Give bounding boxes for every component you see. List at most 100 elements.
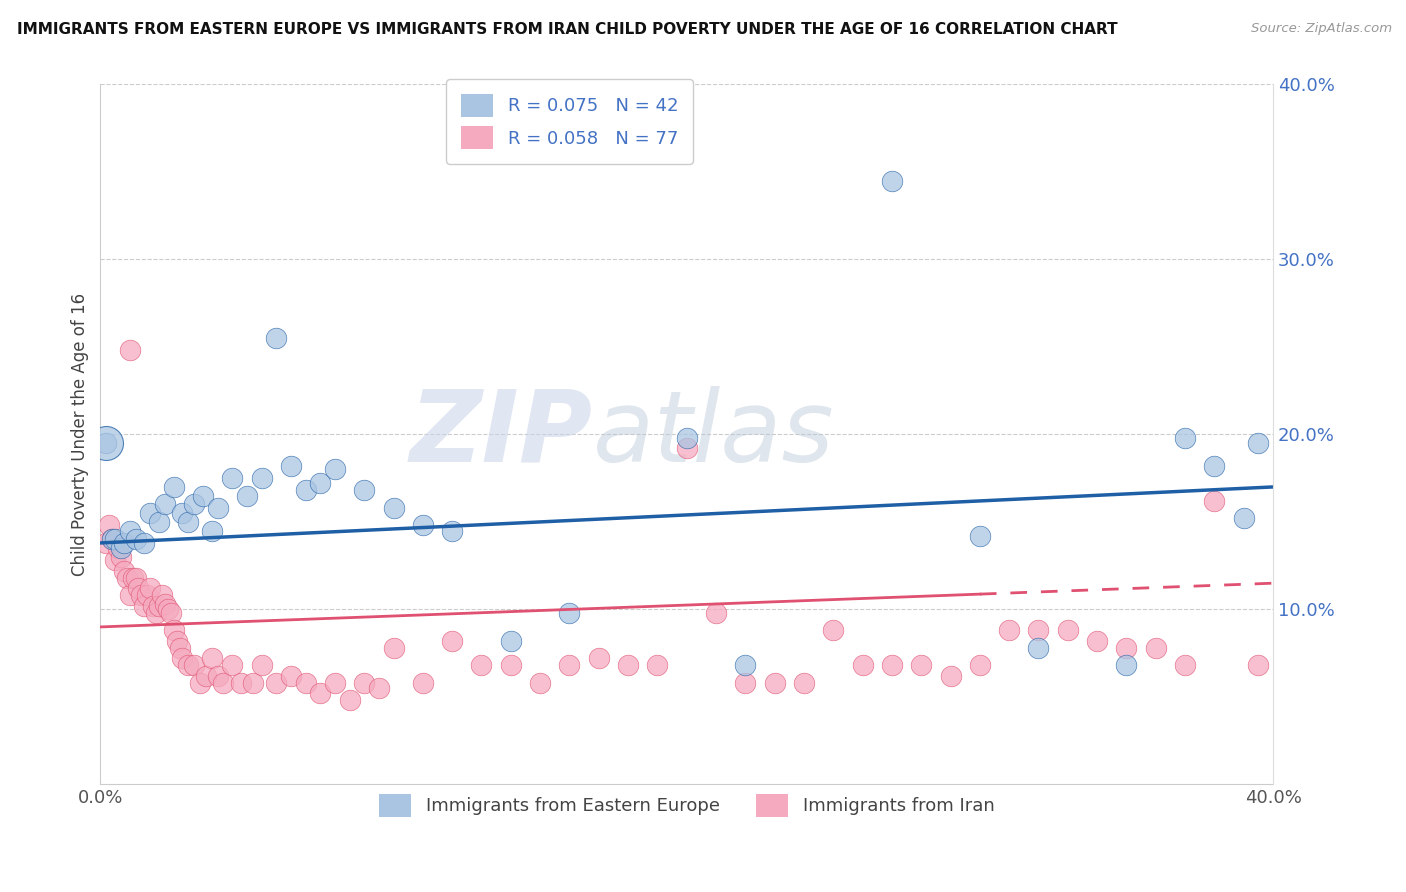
Point [441,524,464,538]
Point [191,489,214,503]
Point [207,669,229,683]
Point [139,582,162,596]
Point [250,471,273,485]
Point [412,676,434,690]
Y-axis label: Child Poverty Under the Age of 16: Child Poverty Under the Age of 16 [72,293,89,576]
Point [177,515,200,529]
Point [159,606,181,620]
Point [852,658,875,673]
Point [172,651,194,665]
Point [880,658,903,673]
Point [1247,436,1270,450]
Point [153,597,176,611]
Point [339,693,361,707]
Point [910,658,932,673]
Point [127,582,149,596]
Point [121,571,143,585]
Point [1174,658,1197,673]
Point [1056,624,1078,638]
Legend: Immigrants from Eastern Europe, Immigrants from Iran: Immigrants from Eastern Europe, Immigran… [371,787,1002,824]
Point [1204,458,1226,473]
Point [1028,640,1050,655]
Point [188,676,211,690]
Point [156,602,179,616]
Point [1085,634,1108,648]
Point [96,436,118,450]
Point [309,476,332,491]
Point [136,589,159,603]
Point [169,640,191,655]
Point [675,442,697,456]
Point [382,500,405,515]
Point [294,483,316,498]
Point [529,676,551,690]
Point [588,651,610,665]
Point [1115,640,1137,655]
Point [367,681,389,696]
Text: ZIP: ZIP [411,386,593,483]
Point [148,599,170,613]
Point [309,686,332,700]
Point [221,471,243,485]
Point [264,676,287,690]
Point [353,483,375,498]
Point [880,174,903,188]
Point [823,624,845,638]
Point [177,658,200,673]
Point [323,676,346,690]
Point [124,533,146,547]
Point [280,669,302,683]
Point [104,533,127,547]
Point [172,506,194,520]
Point [131,589,153,603]
Point [499,634,522,648]
Point [647,658,669,673]
Text: atlas: atlas [593,386,835,483]
Point [98,518,121,533]
Point [675,431,697,445]
Point [1233,511,1256,525]
Point [1028,624,1050,638]
Point [201,524,224,538]
Point [998,624,1021,638]
Text: Source: ZipAtlas.com: Source: ZipAtlas.com [1251,22,1392,36]
Point [194,669,217,683]
Point [112,564,135,578]
Point [617,658,640,673]
Point [101,533,124,547]
Point [734,676,756,690]
Point [201,651,224,665]
Point [142,599,165,613]
Point [734,658,756,673]
Point [323,462,346,476]
Point [221,658,243,673]
Point [148,515,170,529]
Point [229,676,252,690]
Point [101,533,124,547]
Point [280,458,302,473]
Point [236,489,259,503]
Point [1144,640,1167,655]
Point [250,658,273,673]
Text: IMMIGRANTS FROM EASTERN EUROPE VS IMMIGRANTS FROM IRAN CHILD POVERTY UNDER THE A: IMMIGRANTS FROM EASTERN EUROPE VS IMMIGR… [17,22,1118,37]
Point [112,536,135,550]
Point [412,518,434,533]
Point [118,589,141,603]
Point [353,676,375,690]
Point [139,506,162,520]
Point [145,606,167,620]
Point [441,634,464,648]
Point [207,500,229,515]
Point [107,541,129,556]
Point [1174,431,1197,445]
Point [104,553,127,567]
Point [969,529,991,543]
Point [793,676,815,690]
Point [153,498,176,512]
Point [1247,658,1270,673]
Point [294,676,316,690]
Point [704,606,727,620]
Point [150,589,173,603]
Point [163,624,186,638]
Point [115,571,138,585]
